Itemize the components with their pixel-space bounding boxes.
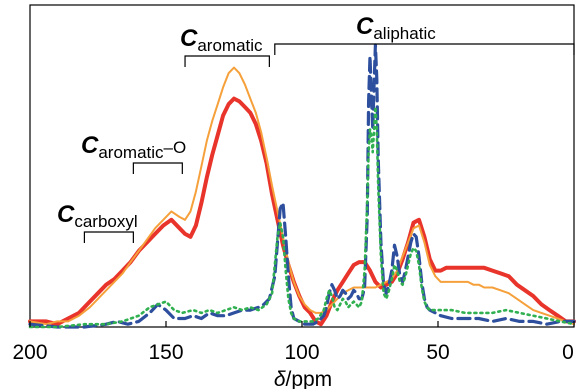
x-axis-symbol: δ bbox=[274, 368, 286, 389]
region-label: Caromatic bbox=[180, 25, 263, 55]
region-label: Ccarboxyl bbox=[57, 201, 138, 231]
x-tick-label: 100 bbox=[284, 341, 319, 364]
series-line-1 bbox=[28, 96, 576, 327]
x-axis-ticks: 200 150 100 50 0 bbox=[12, 321, 575, 364]
region-bracket bbox=[132, 162, 183, 174]
series-layer bbox=[28, 43, 576, 329]
region-label: Caliphatic bbox=[356, 13, 436, 43]
region-bracket bbox=[184, 55, 270, 67]
series-line-4 bbox=[28, 105, 576, 329]
x-axis-label: δ/ppm bbox=[274, 368, 332, 389]
region-label: Caromatic–O bbox=[81, 132, 186, 162]
x-tick-label: 0 bbox=[562, 341, 574, 364]
region-bracket bbox=[274, 43, 575, 55]
x-tick-label: 150 bbox=[148, 341, 183, 364]
x-tick-label: 50 bbox=[426, 341, 449, 364]
region-annotations: Ccarboxyl Caromatic–O Caromatic Caliphatic bbox=[57, 13, 575, 243]
x-tick-label: 200 bbox=[12, 341, 47, 364]
series-line-2 bbox=[29, 66, 575, 326]
x-axis-unit: /ppm bbox=[285, 368, 332, 389]
region-bracket bbox=[83, 231, 134, 243]
